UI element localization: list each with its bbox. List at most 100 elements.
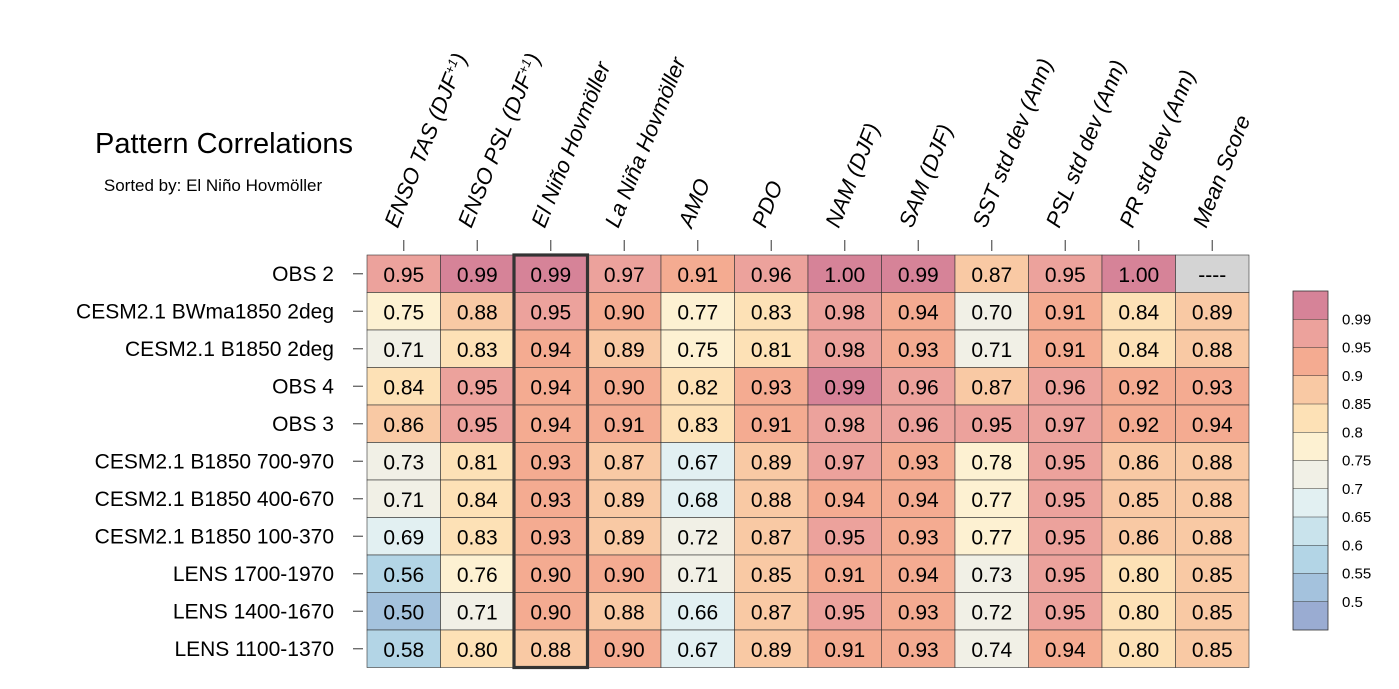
cell-value: 0.93 [898,339,939,362]
colorbar-tick-label: 0.85 [1342,396,1371,413]
colorbar-segment [1293,432,1328,461]
heatmap-cell [513,629,588,668]
heatmap-cell [1175,329,1250,368]
cell-value: 0.72 [971,601,1012,624]
heatmap-cell [1101,554,1176,593]
cell-value: 0.98 [824,414,865,437]
cell-value: 0.95 [824,526,865,549]
column-labels: ENSO TAS (DJF+1)ENSO PSL (DJF+1)El Niño … [379,49,1255,251]
heatmap-cell [1175,367,1250,406]
heatmap-cell [660,479,735,518]
cell-value: 0.84 [457,489,498,512]
heatmap-cell [1175,442,1250,481]
heatmap-cell [1101,329,1176,368]
column-label: SAM (DJF) [894,121,958,231]
cell-value: 0.68 [677,489,718,512]
heatmap-cell [440,554,515,593]
cell-value: 0.95 [1045,601,1086,624]
cell-value: 0.93 [898,526,939,549]
cell-value: 0.50 [383,601,424,624]
column-label: PDO [747,177,788,231]
cell-value: 0.89 [604,339,645,362]
row-label: OBS 3 [272,413,334,436]
heatmap-cell [1101,254,1176,293]
cell-value: 0.84 [1118,301,1159,324]
column-label: PSL std dev (Ann) [1041,56,1131,231]
cell-value: 0.91 [1045,339,1086,362]
chart-subtitle: Sorted by: El Niño Hovmöller [104,176,323,195]
cell-value: 0.93 [898,639,939,662]
heatmap-cell [881,254,956,293]
heatmap-cell [366,442,441,481]
heatmap-cell [1028,517,1103,556]
cell-value: 0.97 [604,264,645,287]
heatmap-cell [954,367,1029,406]
colorbar-segment [1293,545,1328,574]
heatmap-cell [513,292,588,331]
cell-value: 0.90 [604,639,645,662]
heatmap-cell [734,479,809,518]
row-label: OBS 4 [272,375,334,398]
cell-value: 0.91 [751,414,792,437]
cell-value: 0.71 [971,339,1012,362]
heatmap-cell [440,592,515,631]
heatmap-cell [1028,554,1103,593]
cell-value: 0.67 [677,451,718,474]
cell-value: 0.89 [604,526,645,549]
heatmap-cell [734,554,809,593]
cell-value: 0.95 [1045,264,1086,287]
column-label: El Niño Hovmöller [526,57,616,231]
heatmap-cell [881,404,956,443]
heatmap-cell [954,592,1029,631]
cell-value: 0.85 [1118,489,1159,512]
cell-value: 0.89 [1192,301,1233,324]
colorbar-tick-label: 0.95 [1342,340,1371,357]
heatmap-cell [881,517,956,556]
cell-value: 0.91 [677,264,718,287]
heatmap-cell [1175,292,1250,331]
cell-value: 0.80 [1118,601,1159,624]
heatmap-cell [1028,329,1103,368]
colorbar-segment [1293,375,1328,404]
cell-value: 0.86 [1118,451,1159,474]
cell-value: 0.94 [530,414,571,437]
cell-value: 0.67 [677,639,718,662]
heatmap-cell [366,592,441,631]
cell-value: 0.89 [604,489,645,512]
cell-value: 0.74 [971,639,1012,662]
cell-value: 0.85 [1192,601,1233,624]
colorbar-segment [1293,601,1328,630]
heatmap-cell [587,479,662,518]
heatmap-cell [807,404,882,443]
cell-value: 0.87 [971,376,1012,399]
colorbar-segment [1293,404,1328,433]
heatmap-cell [660,367,735,406]
cell-value: 0.84 [1118,339,1159,362]
heatmap-cell [1028,367,1103,406]
heatmap-cell [660,517,735,556]
cell-value: 0.88 [1192,489,1233,512]
cell-value: 0.90 [530,564,571,587]
heatmap-cell [1175,517,1250,556]
heatmap-cell [587,517,662,556]
heatmap-cell [660,292,735,331]
cell-value: 0.93 [1192,376,1233,399]
cell-value: 0.69 [383,526,424,549]
colorbar-segment [1293,319,1328,348]
heatmap-cell [1028,629,1103,668]
colorbar-tick-label: 0.65 [1342,509,1371,526]
heatmap-cell [440,404,515,443]
cell-value: 0.77 [677,301,718,324]
cell-value: 0.91 [824,639,865,662]
heatmap-cell [366,629,441,668]
cell-value: 0.90 [604,376,645,399]
cell-value: 0.94 [898,489,939,512]
row-label: CESM2.1 B1850 400-670 [95,488,334,511]
heatmap-cell [513,254,588,293]
cell-value: 0.87 [751,601,792,624]
cell-value: 0.91 [604,414,645,437]
cell-value: 0.90 [530,601,571,624]
cell-value: 0.80 [457,639,498,662]
cell-value: 0.99 [898,264,939,287]
